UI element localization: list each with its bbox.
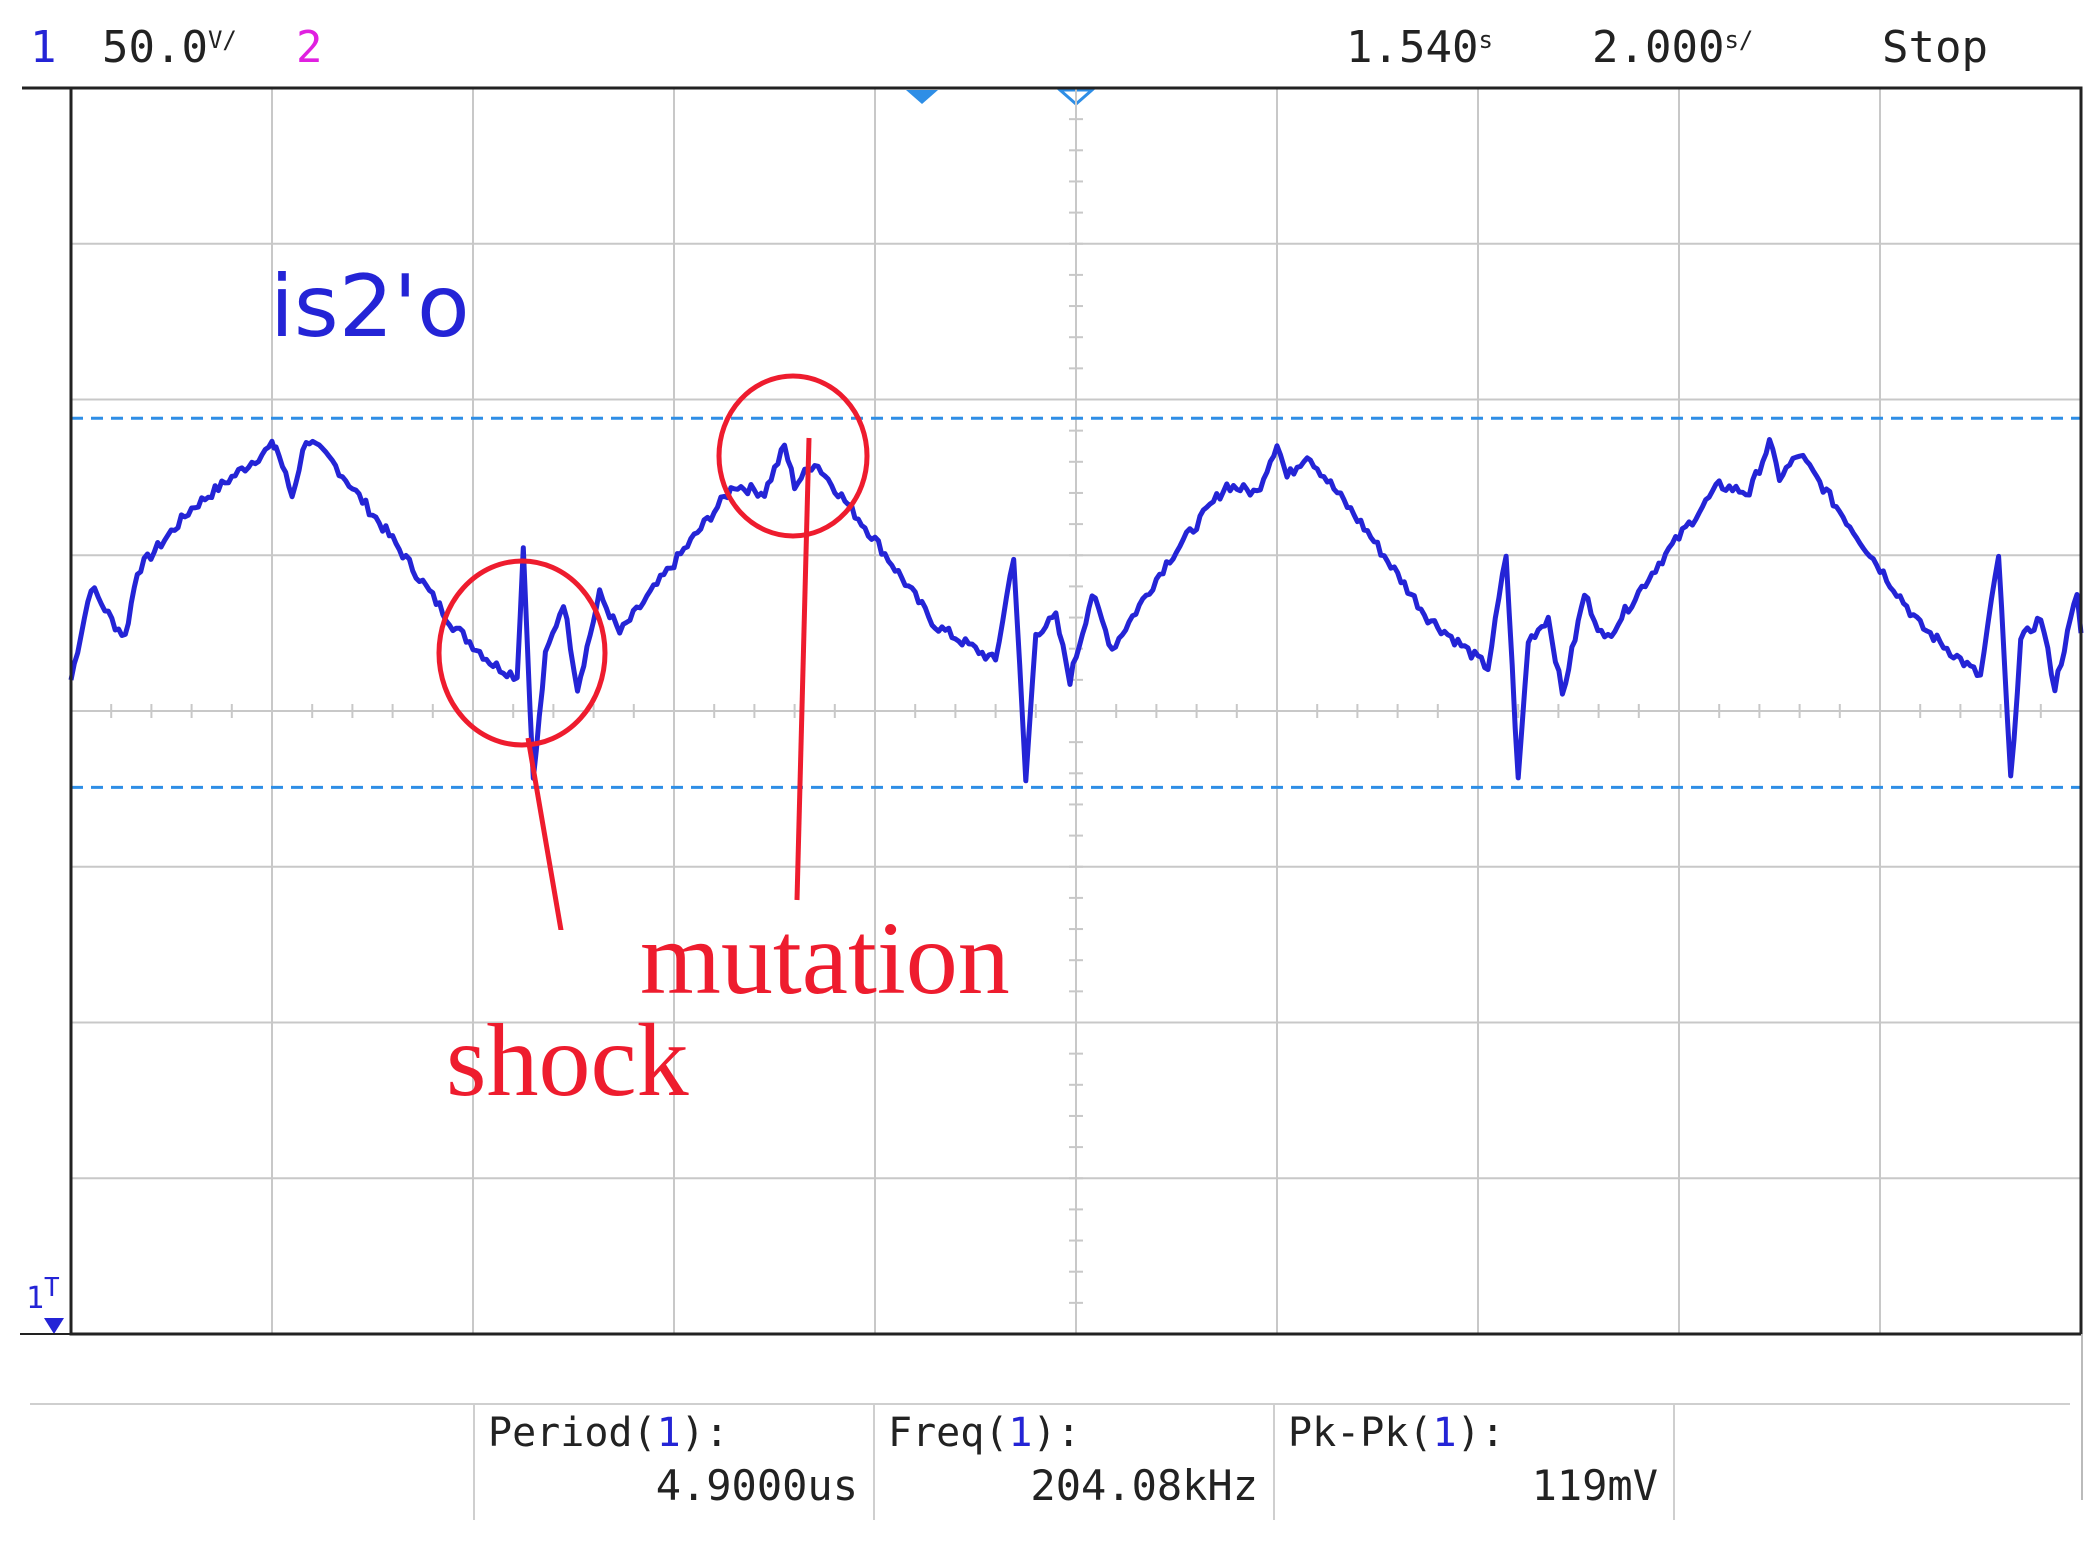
ch1-scale[interactable]: 50.0V/ bbox=[102, 22, 237, 73]
svg-text:Pk-Pk(1):: Pk-Pk(1): bbox=[1288, 1410, 1505, 1456]
measurement-panel: Period(1): 4.9000us Freq(1): 204.08kHz P… bbox=[20, 1333, 2083, 1520]
graticule bbox=[70, 87, 2082, 1335]
header-bar: 1 50.0V/ 2 1.540s 2.000s/ Stop bbox=[22, 22, 2082, 90]
pk-pk-value: 119mV bbox=[1532, 1461, 1658, 1510]
ch1-number[interactable]: 1 bbox=[30, 22, 57, 73]
channel-1-trace bbox=[68, 437, 2084, 784]
annotation-group: mutation shock bbox=[436, 373, 1010, 1118]
svg-text:Freq(1):: Freq(1): bbox=[888, 1410, 1081, 1456]
trigger-symbol: T bbox=[44, 1273, 60, 1303]
cursor-lines[interactable] bbox=[71, 416, 2081, 789]
trigger-arrow-icon bbox=[44, 1318, 64, 1334]
time-offset[interactable]: 1.540s bbox=[1346, 22, 1493, 73]
ch2-number[interactable]: 2 bbox=[296, 22, 323, 73]
measurement-frequency[interactable]: Freq(1): 204.08kHz bbox=[888, 1410, 1258, 1510]
mutation-pointer-line bbox=[794, 437, 812, 901]
signal-label: is2'o bbox=[270, 257, 470, 357]
shock-circle bbox=[436, 558, 608, 748]
svg-text:Period(1):: Period(1): bbox=[488, 1410, 729, 1456]
period-value: 4.9000us bbox=[656, 1461, 858, 1510]
mutation-circle bbox=[716, 373, 870, 539]
trigger-position-marker[interactable] bbox=[906, 90, 938, 104]
run-state[interactable]: Stop bbox=[1882, 22, 1988, 73]
timebase[interactable]: 2.000s/ bbox=[1592, 22, 1753, 73]
frequency-value: 204.08kHz bbox=[1030, 1461, 1258, 1510]
trigger-channel: 1 bbox=[26, 1281, 44, 1316]
trigger-level-marker[interactable]: 1 T bbox=[26, 1273, 64, 1334]
shock-label: shock bbox=[446, 1003, 689, 1118]
mutation-label: mutation bbox=[640, 901, 1010, 1016]
label-backdrop bbox=[486, 930, 626, 1008]
measurement-period[interactable]: Period(1): 4.9000us bbox=[488, 1410, 858, 1510]
measurement-pk-pk[interactable]: Pk-Pk(1): 119mV bbox=[1288, 1410, 1658, 1510]
